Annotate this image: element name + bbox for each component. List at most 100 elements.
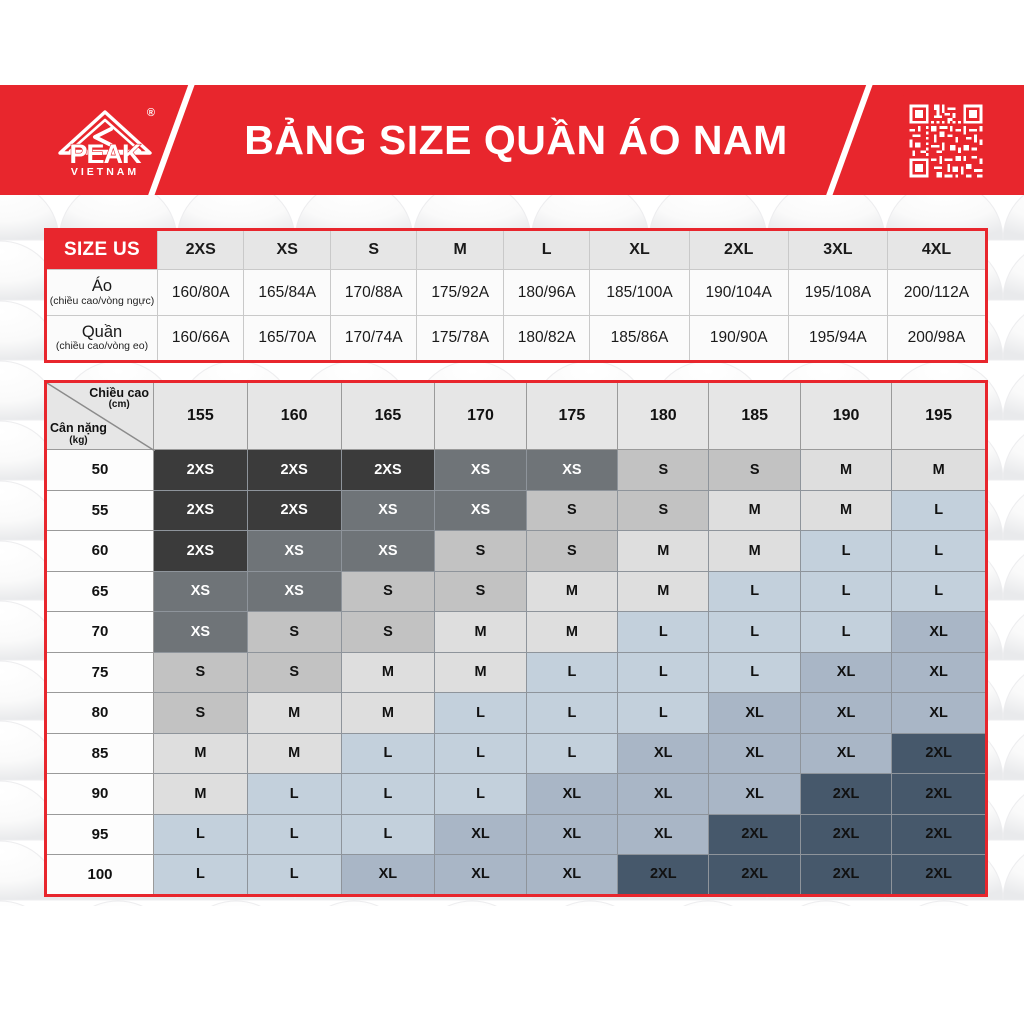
- row-label-sub: (chiều cao/vòng ngực): [49, 294, 155, 307]
- matrix-cell-2-6: M: [708, 530, 801, 572]
- matrix-height-8: 195: [891, 381, 987, 450]
- matrix-cell-2-7: L: [799, 530, 893, 572]
- cell-ao-5: 185/100A: [589, 269, 690, 316]
- height-label-text: Chiều cao: [89, 386, 149, 400]
- matrix-cell-6-5: L: [617, 692, 710, 734]
- table-row: 55 2XS 2XS XS XS S S M M L: [45, 489, 987, 531]
- cell-ao-6: 190/104A: [688, 269, 789, 316]
- cell-quan-3: 175/78A: [416, 315, 504, 362]
- table-row: 100 L L XL XL XL 2XL 2XL 2XL 2XL: [45, 854, 987, 896]
- matrix-cell-8-5: XL: [617, 773, 710, 815]
- matrix-cell-3-4: M: [525, 570, 619, 612]
- matrix-height-4: 175: [525, 381, 619, 450]
- matrix-cell-0-3: XS: [434, 449, 527, 491]
- matrix-height-7: 190: [799, 381, 893, 450]
- matrix-cell-6-3: L: [434, 692, 527, 734]
- matrix-header-row: Chiều cao (cm) Cân nặng (kg) 155 160 165…: [45, 381, 987, 451]
- matrix-cell-9-0: L: [153, 813, 248, 855]
- matrix-cell-1-0: 2XS: [153, 489, 248, 531]
- matrix-cell-1-7: M: [799, 489, 893, 531]
- matrix-weight-10: 100: [45, 854, 154, 896]
- size-us-row-label-ao: Áo (chiều cao/vòng ngực): [45, 269, 158, 316]
- matrix-cell-4-7: L: [799, 611, 893, 653]
- matrix-weight-4: 70: [45, 611, 154, 653]
- cell-quan-8: 200/98A: [886, 315, 988, 362]
- matrix-cell-1-1: 2XS: [246, 489, 342, 531]
- matrix-cell-7-0: M: [153, 732, 248, 774]
- table-row: 80 S M M L L L XL XL XL: [45, 692, 987, 734]
- matrix-cell-10-0: L: [153, 854, 248, 896]
- table-row: Quần (chiều cao/vòng eo) 160/66A 165/70A…: [45, 315, 988, 362]
- matrix-cell-7-3: L: [434, 732, 527, 774]
- matrix-cell-2-2: XS: [340, 530, 436, 572]
- cell-quan-2: 170/74A: [329, 315, 418, 362]
- matrix-cell-1-3: XS: [434, 489, 527, 531]
- peak-triangle-logo-icon: PEAK ®: [53, 106, 157, 169]
- matrix-cell-3-7: L: [799, 570, 893, 612]
- matrix-cell-1-6: M: [708, 489, 801, 531]
- matrix-cell-4-2: S: [340, 611, 436, 653]
- cell-quan-7: 195/94A: [787, 315, 888, 362]
- matrix-height-axis-label: Chiều cao (cm): [89, 386, 149, 411]
- matrix-cell-1-4: S: [525, 489, 619, 531]
- matrix-cell-0-5: S: [617, 449, 710, 491]
- matrix-cell-5-6: L: [708, 651, 801, 693]
- size-us-col-3: M: [416, 229, 504, 270]
- matrix-cell-4-0: XS: [153, 611, 248, 653]
- matrix-weight-1: 55: [45, 489, 154, 531]
- weight-label-text: Cân nặng: [50, 421, 107, 436]
- peak-logo: PEAK ® VIETNAM: [46, 97, 164, 187]
- qr-code-icon: [907, 102, 985, 180]
- matrix-cell-6-6: XL: [708, 692, 801, 734]
- matrix-cell-4-3: M: [434, 611, 527, 653]
- matrix-cell-0-0: 2XS: [153, 449, 248, 491]
- matrix-cell-2-1: XS: [246, 530, 342, 572]
- cell-ao-4: 180/96A: [502, 269, 591, 316]
- table-row: 90 M L L L XL XL XL 2XL 2XL: [45, 773, 987, 815]
- matrix-cell-2-8: L: [891, 530, 987, 572]
- matrix-cell-4-6: L: [708, 611, 801, 653]
- matrix-height-5: 180: [617, 381, 710, 450]
- matrix-cell-7-1: M: [246, 732, 342, 774]
- size-us-col-0: 2XS: [156, 229, 245, 270]
- matrix-cell-3-8: L: [891, 570, 987, 612]
- matrix-cell-3-6: L: [708, 570, 801, 612]
- table-row: 65 XS XS S S M M L L L: [45, 570, 987, 612]
- matrix-cell-9-6: 2XL: [708, 813, 801, 855]
- matrix-cell-5-4: L: [525, 651, 619, 693]
- qr-code[interactable]: [900, 95, 992, 187]
- matrix-cell-7-5: XL: [617, 732, 710, 774]
- matrix-cell-2-0: 2XS: [153, 530, 248, 572]
- matrix-cell-10-3: XL: [434, 854, 527, 896]
- matrix-cell-9-1: L: [246, 813, 342, 855]
- matrix-cell-10-1: L: [246, 854, 342, 896]
- matrix-cell-8-8: 2XL: [891, 773, 987, 815]
- table-row: 85 M M L L L XL XL XL 2XL: [45, 732, 987, 774]
- table-row: 50 2XS 2XS 2XS XS XS S S M M: [45, 449, 987, 491]
- row-label-text: Áo: [91, 277, 113, 296]
- matrix-cell-6-0: S: [153, 692, 248, 734]
- cell-ao-3: 175/92A: [416, 269, 504, 316]
- size-us-col-1: XS: [243, 229, 331, 270]
- matrix-cell-5-2: M: [340, 651, 436, 693]
- registered-mark: ®: [146, 106, 155, 119]
- svg-text:PEAK: PEAK: [69, 139, 142, 165]
- matrix-weight-3: 65: [45, 570, 154, 612]
- matrix-weight-8: 90: [45, 773, 154, 815]
- table-row: Áo (chiều cao/vòng ngực) 160/80A 165/84A…: [45, 269, 988, 316]
- matrix-cell-1-5: S: [617, 489, 710, 531]
- matrix-cell-8-4: XL: [525, 773, 619, 815]
- size-us-col-4: L: [502, 229, 591, 270]
- header-banner: [0, 85, 1024, 195]
- matrix-height-0: 155: [153, 381, 248, 450]
- row-label-sub: (chiều cao/vòng eo): [55, 340, 149, 353]
- matrix-cell-6-4: L: [525, 692, 619, 734]
- matrix-height-6: 185: [708, 381, 801, 450]
- size-us-corner-label: SIZE US: [45, 229, 158, 270]
- matrix-cell-5-8: XL: [891, 651, 987, 693]
- matrix-weight-7: 85: [45, 732, 154, 774]
- matrix-cell-0-8: M: [891, 449, 987, 491]
- matrix-cell-4-8: XL: [891, 611, 987, 653]
- size-us-header-row: SIZE US 2XS XS S M L XL 2XL 3XL 4XL: [45, 229, 988, 270]
- matrix-cell-2-3: S: [434, 530, 527, 572]
